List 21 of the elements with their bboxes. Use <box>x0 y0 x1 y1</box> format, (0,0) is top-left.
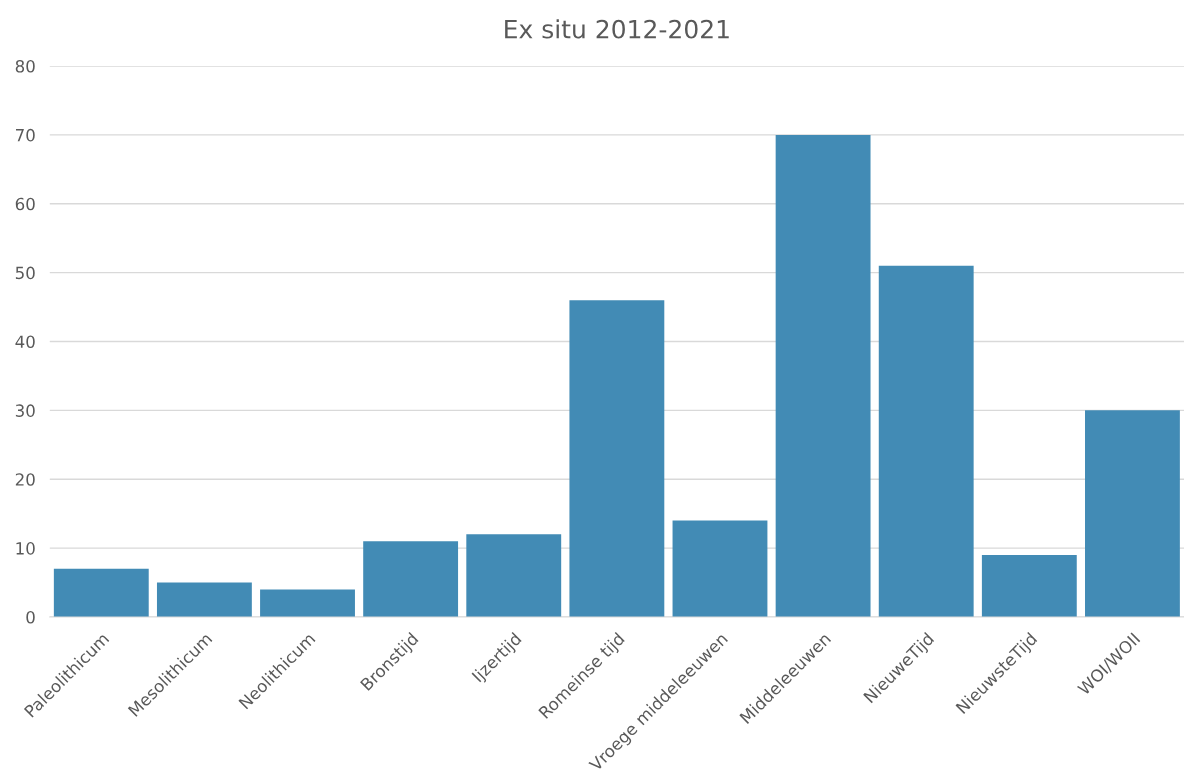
y-tick-label: 80 <box>15 59 35 73</box>
bar <box>1085 410 1180 617</box>
bar <box>878 265 974 617</box>
y-tick-label: 20 <box>15 473 35 486</box>
bar <box>363 541 459 617</box>
bar <box>569 300 665 617</box>
y-tick-label: 40 <box>15 335 35 349</box>
y-tick-label: 70 <box>16 128 35 142</box>
bar <box>466 534 562 617</box>
bar <box>775 134 871 617</box>
bar <box>156 582 252 617</box>
bar <box>53 568 149 617</box>
y-tick-label: 50 <box>15 266 35 280</box>
y-tick-label: 60 <box>15 197 35 211</box>
bar <box>260 589 355 617</box>
y-tick-label: 30 <box>15 404 35 417</box>
y-tick-label: 10 <box>16 542 35 555</box>
bar <box>981 555 1077 617</box>
chart-title: Ex situ 2012-2021 <box>505 19 729 39</box>
y-tick-label: 0 <box>26 610 35 624</box>
bar <box>672 520 768 617</box>
